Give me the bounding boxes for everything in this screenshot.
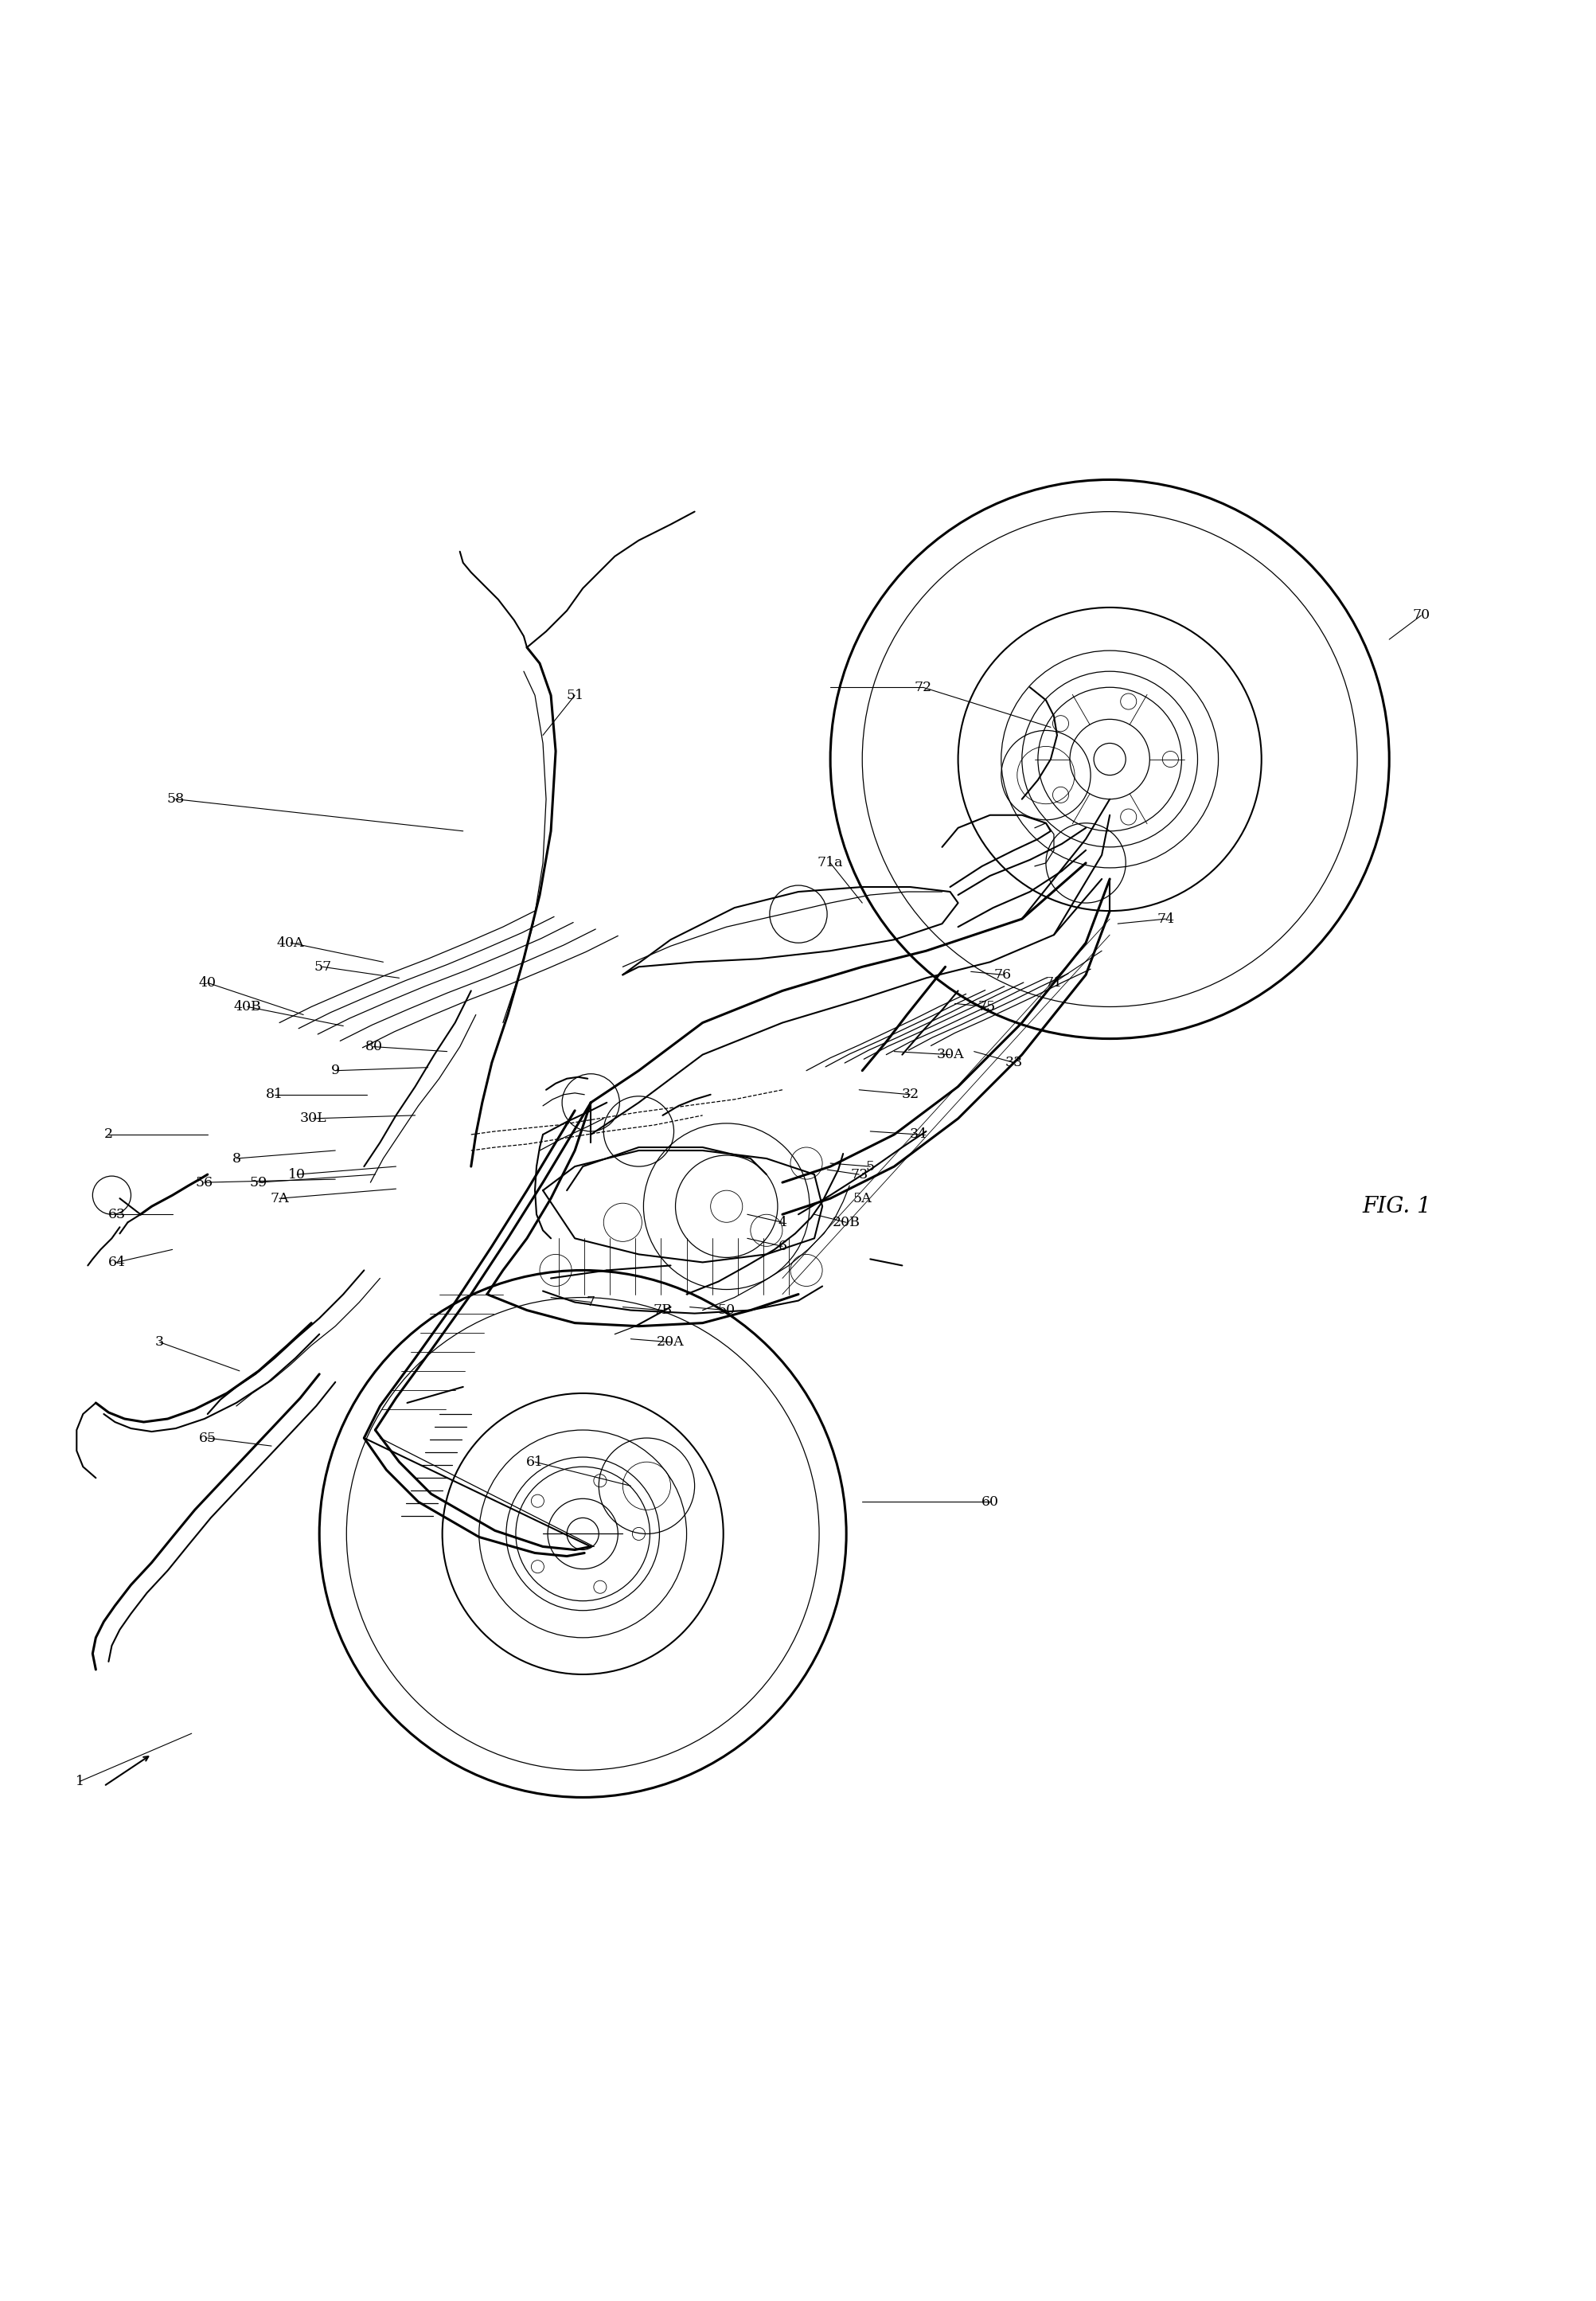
- Text: 1: 1: [75, 1774, 85, 1788]
- Text: 7A: 7A: [270, 1192, 289, 1206]
- Text: 6: 6: [777, 1240, 787, 1254]
- Text: 10: 10: [289, 1167, 305, 1180]
- Text: 50: 50: [717, 1302, 736, 1316]
- Text: 70: 70: [1411, 610, 1430, 621]
- Text: 33: 33: [1004, 1056, 1023, 1070]
- Text: 63: 63: [107, 1208, 126, 1222]
- Text: 56: 56: [195, 1176, 214, 1190]
- Text: 7B: 7B: [653, 1302, 672, 1316]
- Text: 4: 4: [777, 1215, 787, 1229]
- Text: 64: 64: [109, 1256, 124, 1270]
- Text: 5: 5: [865, 1160, 875, 1174]
- Text: 74: 74: [1156, 911, 1175, 925]
- Text: 40: 40: [200, 976, 215, 989]
- Text: 58: 58: [166, 792, 185, 805]
- Text: 59: 59: [249, 1176, 268, 1190]
- Text: 81: 81: [267, 1088, 282, 1102]
- Text: 40B: 40B: [233, 1001, 262, 1012]
- Text: 30L: 30L: [300, 1111, 326, 1125]
- Text: 2: 2: [104, 1127, 113, 1141]
- Text: 80: 80: [365, 1040, 381, 1054]
- Text: 20A: 20A: [656, 1335, 685, 1348]
- Text: 61: 61: [527, 1454, 543, 1468]
- Text: 30A: 30A: [935, 1047, 964, 1061]
- Text: 7: 7: [586, 1295, 595, 1309]
- Text: 72: 72: [913, 681, 932, 695]
- Text: 75: 75: [977, 1001, 996, 1012]
- Text: 9: 9: [330, 1063, 340, 1077]
- Text: 73: 73: [849, 1167, 868, 1180]
- Text: 3: 3: [155, 1335, 164, 1348]
- Text: 51: 51: [565, 688, 584, 702]
- Text: 65: 65: [198, 1431, 217, 1445]
- Text: 8: 8: [231, 1153, 241, 1164]
- Text: 32: 32: [900, 1088, 919, 1102]
- Text: 71: 71: [1044, 976, 1063, 989]
- Text: 57: 57: [313, 960, 332, 973]
- Text: 34: 34: [908, 1127, 927, 1141]
- Text: 76: 76: [993, 969, 1012, 983]
- Text: 60: 60: [982, 1496, 998, 1509]
- Text: 40A: 40A: [276, 937, 305, 950]
- Text: FIG. 1: FIG. 1: [1361, 1197, 1432, 1217]
- Text: 20B: 20B: [832, 1215, 860, 1229]
- Text: 5A: 5A: [852, 1192, 871, 1206]
- Text: 71a: 71a: [817, 856, 843, 870]
